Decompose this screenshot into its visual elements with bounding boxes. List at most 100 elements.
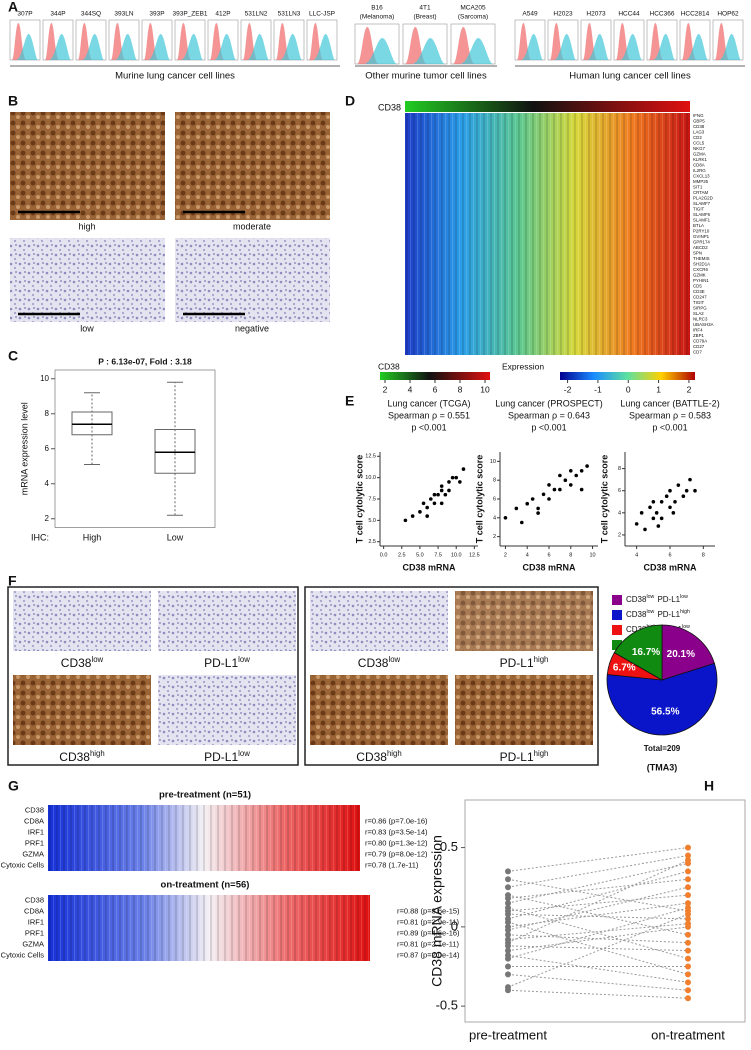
scatter-point	[671, 511, 676, 515]
gene-label: SLAMF6	[693, 212, 711, 217]
cell-line-label: 344SQ	[81, 11, 101, 18]
plot-frame	[54, 369, 216, 528]
y-tick-label: 2	[45, 514, 50, 523]
gene-label: CD7	[693, 349, 702, 354]
ihc-image	[455, 675, 593, 745]
scatter-point	[547, 497, 551, 501]
point	[505, 987, 511, 994]
cell-line-label: (Breast)	[413, 14, 436, 21]
gene-label: SIRPG	[693, 305, 707, 310]
scatter-point	[418, 510, 422, 514]
row-label: GZMA	[22, 939, 44, 948]
gene-label: ZBP1	[693, 333, 705, 338]
gene-label: PLA2G2D	[693, 195, 713, 200]
ihc-image	[158, 675, 296, 745]
image-caption-base: PD-L1	[204, 656, 238, 670]
ihc-image	[175, 112, 330, 220]
point	[685, 911, 691, 918]
histogram-stain	[313, 34, 335, 60]
panel-label: B	[8, 93, 18, 109]
y-tick-label: 10	[490, 459, 496, 465]
pair-line	[507, 847, 689, 872]
point	[685, 884, 691, 891]
histogram-stain	[115, 34, 137, 60]
correlation-label: r=0.86 (p=7.0e-16)	[365, 816, 428, 825]
cell-line-label: HCC44	[618, 11, 640, 18]
ihc-image	[13, 591, 151, 651]
point	[505, 884, 511, 891]
panel-label: E	[345, 393, 354, 409]
pair-line	[507, 989, 689, 999]
legend-entry: CD38low PD-L1low	[626, 594, 688, 604]
pair-line	[507, 878, 689, 912]
heatmap-texture	[48, 895, 370, 961]
pair-line	[507, 855, 689, 888]
y-tick-label: 8	[45, 409, 50, 418]
y-tick-label: 6	[45, 444, 50, 453]
correlation-label: r=0.88 (p=3.6e-15)	[397, 906, 460, 915]
x-tick-label: 0.0	[380, 552, 388, 558]
image-caption: PD-L1low	[204, 749, 250, 765]
image-caption-base: CD38	[356, 750, 387, 764]
x-tick-label: 12.5	[469, 552, 480, 558]
cell-line-label: LLC-JSP	[309, 11, 335, 18]
panel-label: A	[8, 0, 18, 15]
x-tick-label: 2.5	[398, 552, 406, 558]
point	[505, 900, 511, 907]
scatter-point	[443, 492, 448, 497]
histogram-stain	[459, 38, 493, 64]
image-caption-sup: high	[534, 749, 549, 758]
gene-label: CD27	[693, 344, 705, 349]
legend-swatch	[612, 625, 622, 635]
scatter-point	[429, 497, 433, 501]
histogram-stain	[620, 34, 642, 60]
image-caption-base: PD-L1	[204, 750, 238, 764]
scatter-point	[432, 492, 437, 497]
row-label: Cytoxic Cells	[1, 950, 45, 959]
image-caption-base: PD-L1	[500, 750, 534, 764]
image-caption-sup: low	[238, 655, 250, 664]
scatter-point	[668, 505, 672, 510]
panel-label: D	[345, 93, 355, 109]
group-caption: Human lung cancer cell lines	[569, 71, 691, 82]
x-tick-label: 8	[702, 552, 705, 558]
y-tick-label: 2	[618, 532, 621, 538]
correlation-label: r=0.87 (p=2.0e-14)	[397, 950, 460, 959]
gene-label: TIGIT	[693, 300, 705, 305]
legend-entry-base: PD-L1	[657, 610, 680, 619]
x-tick-label: 2	[504, 552, 507, 558]
gene-label: GZMK	[693, 272, 706, 277]
point	[685, 868, 691, 875]
legend-tick-label: 0	[626, 384, 631, 394]
cell-line-label: H2023	[553, 11, 573, 18]
histogram-stain	[181, 34, 203, 60]
point	[685, 971, 691, 978]
y-tick-label: 2.5	[368, 539, 376, 545]
cell-line-label: B16	[371, 5, 383, 12]
cell-line-label: 393LN	[114, 11, 133, 18]
y-tick-label: 8	[618, 466, 621, 472]
scatter-point	[656, 524, 661, 528]
image-caption-sup: high	[387, 749, 402, 758]
gene-label: PYHIN1	[693, 278, 709, 283]
gene-label: NKG7	[693, 146, 706, 151]
point	[685, 852, 691, 859]
gene-label: UBASH3A	[693, 322, 714, 327]
axis-label: T cell cytolytic score	[354, 455, 364, 544]
point	[685, 963, 691, 970]
legend-entry-sup: low	[646, 609, 654, 615]
image-caption-sup: low	[388, 655, 400, 664]
plot-title: p <0.001	[411, 422, 446, 432]
pie-slice	[606, 662, 718, 736]
cell-line-label: 412P	[215, 11, 230, 18]
gene-label: ABCD2	[693, 245, 708, 250]
row-label: CD8A	[24, 906, 44, 915]
box	[71, 411, 113, 436]
axis-label: T cell cytolytic score	[474, 455, 484, 544]
plot-title: P : 6.13e-07, Fold : 3.18	[98, 356, 192, 366]
pair-line	[507, 913, 689, 988]
y-tick-label: 12.5	[365, 454, 376, 460]
gene-label: CD79A	[693, 338, 707, 343]
image-caption: PD-L1high	[500, 749, 549, 765]
y-tick-label: 4	[493, 515, 496, 521]
